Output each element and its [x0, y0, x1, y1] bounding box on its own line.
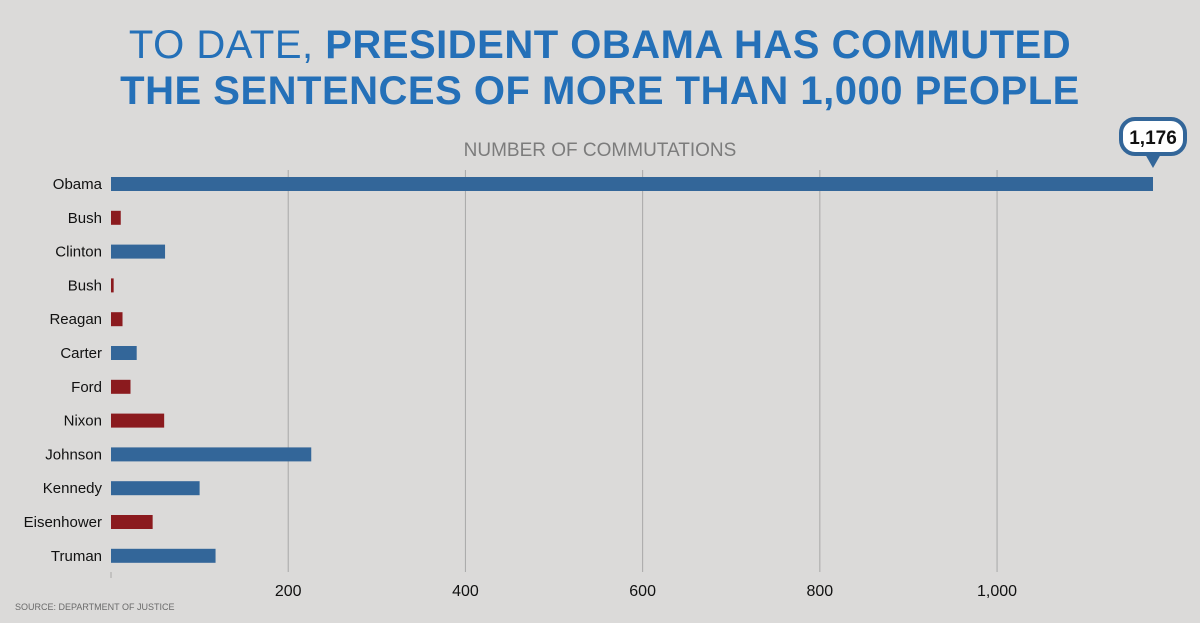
category-label: Truman: [51, 548, 102, 565]
category-label: Eisenhower: [24, 514, 102, 531]
x-tick-label: 200: [275, 583, 302, 600]
category-label: Ford: [71, 379, 102, 396]
x-tick-label: 600: [629, 583, 656, 600]
bar-kennedy: [111, 481, 200, 496]
bar-eisenhower: [111, 515, 153, 529]
category-label: Nixon: [64, 413, 102, 430]
bar-carter: [111, 346, 137, 360]
bar-reagan: [111, 312, 123, 327]
category-label: Bush: [68, 210, 102, 227]
category-label: Johnson: [45, 446, 102, 463]
category-label: Obama: [53, 176, 103, 193]
bar-bush: [111, 278, 114, 293]
bar-obama: [111, 177, 1153, 191]
x-tick-label: 800: [806, 583, 833, 600]
callout-pointer: [1145, 154, 1161, 168]
bar-ford: [111, 379, 131, 394]
bar-nixon: [111, 413, 165, 428]
category-label: Bush: [68, 277, 102, 294]
title-light-part: TO DATE,: [128, 23, 326, 67]
category-label: Kennedy: [43, 480, 103, 497]
x-tick-label: 400: [452, 583, 479, 600]
x-tick-label: 1,000: [977, 583, 1017, 600]
axis-title: NUMBER OF COMMUTATIONS: [463, 140, 737, 161]
callout-bubble: [1119, 117, 1187, 156]
category-label: Carter: [60, 345, 102, 362]
title-bold-part: PRESIDENT OBAMA HAS COMMUTED: [325, 23, 1072, 67]
category-label: Reagan: [49, 311, 102, 328]
bar-johnson: [111, 447, 312, 462]
bar-bush: [111, 210, 121, 225]
source-note: SOURCE: DEPARTMENT OF JUSTICE: [15, 602, 175, 612]
chart-title-line1: TO DATE, PRESIDENT OBAMA HAS COMMUTED: [0, 22, 1200, 68]
category-label: Clinton: [55, 244, 102, 261]
bar-truman: [111, 548, 216, 563]
data-label-obama: 1,176: [1129, 128, 1177, 149]
chart-title-line2: THE SENTENCES OF MORE THAN 1,000 PEOPLE: [120, 69, 1080, 113]
bar-clinton: [111, 244, 166, 259]
